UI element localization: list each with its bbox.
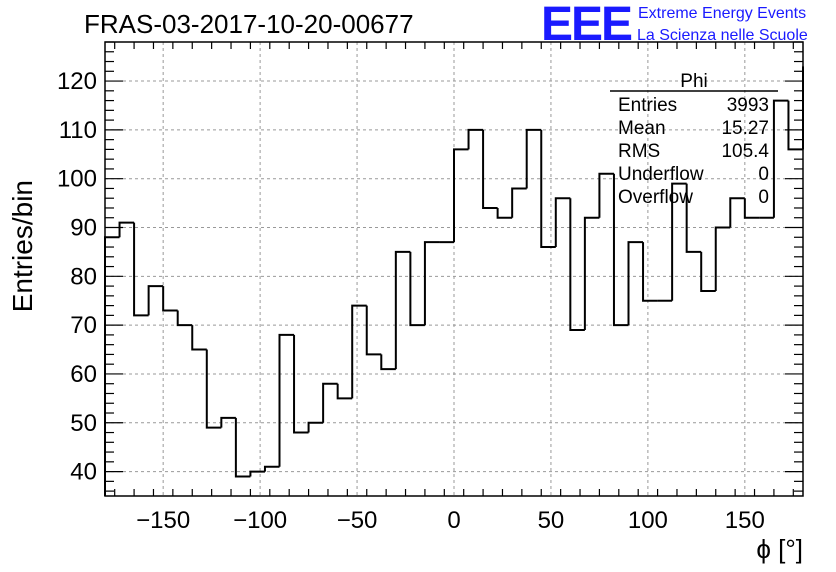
histogram-bin: [220, 416, 236, 428]
axis-ticks: [105, 41, 803, 496]
histogram-bin: [671, 182, 687, 301]
eee-logo: EEE Extreme Energy Events La Scienza nel…: [541, 0, 808, 51]
histogram-bin: [598, 172, 614, 218]
histogram-bin: [162, 286, 178, 312]
stats-box: Phi Entries 3993 Mean 15.27 RMS 105.4 Underflo…: [610, 71, 778, 208]
y-tick-label: 50: [70, 410, 97, 437]
histogram-bin: [249, 470, 265, 477]
histogram-bin: [569, 198, 585, 332]
histogram-bin: [307, 421, 324, 433]
stats-row-value: 3993: [727, 95, 769, 116]
histogram-bin: [176, 310, 193, 327]
histogram-bin: [583, 216, 600, 331]
x-axis-label: ϕ [°]: [756, 534, 803, 564]
histogram-bin: [336, 383, 353, 400]
histogram-bin: [612, 173, 629, 327]
stats-row-label: Underflow: [618, 164, 704, 185]
y-axis-label: Entries/bin: [7, 180, 38, 312]
stats-row-label: RMS: [618, 141, 660, 162]
stats-rows: Entries 3993 Mean 15.27 RMS 105.4 Underflow 0 Ov…: [618, 95, 769, 208]
histogram-bin: [482, 129, 498, 209]
histogram-bars: [104, 66, 804, 496]
x-tick-label: 100: [628, 507, 668, 534]
histogram-bin: [467, 128, 484, 150]
histogram-bin: [351, 304, 367, 399]
y-tick-label: 120: [57, 68, 97, 95]
histogram-bin: [205, 349, 222, 429]
axis-tick-labels: −150 −100 −50 0 50 100 150 40 50 60 70 80 90 100 110 12…: [57, 68, 765, 534]
histogram-bin: [118, 221, 135, 238]
histogram-bin: [525, 128, 542, 189]
x-tick-label: −50: [337, 507, 378, 534]
histogram-bin: [409, 251, 425, 327]
x-tick-label: −150: [136, 507, 190, 534]
x-tick-label: −100: [233, 507, 287, 534]
histogram-bin: [263, 465, 280, 472]
histogram-bin: [627, 241, 644, 326]
stats-row-value: 0: [758, 164, 769, 185]
x-tick-label: 0: [447, 507, 460, 534]
y-tick-label: 60: [70, 361, 97, 388]
histogram-bin: [147, 285, 164, 316]
histogram-bin: [453, 148, 469, 243]
histogram-bin: [133, 222, 149, 317]
histogram-bin: [293, 334, 309, 434]
histogram-bin: [365, 305, 382, 356]
histogram-bin: [743, 198, 760, 219]
eee-logo-line1: Extreme Energy Events: [638, 5, 806, 22]
histogram-bin: [322, 382, 338, 423]
stats-row-label: Entries: [618, 95, 677, 116]
y-tick-label: 40: [70, 459, 97, 486]
chart-title: FRAS-03-2017-10-20-00677: [84, 9, 414, 39]
histogram-bin: [394, 250, 411, 370]
stats-row-label: Overflow: [618, 187, 693, 208]
stats-title: Phi: [680, 71, 707, 92]
y-tick-label: 70: [70, 312, 97, 339]
y-tick-label: 90: [70, 215, 97, 242]
plot-frame: [104, 41, 804, 497]
histogram-bin: [729, 197, 745, 228]
histogram-bin: [700, 251, 716, 292]
y-tick-label: 100: [57, 166, 97, 193]
histogram-bin: [642, 242, 658, 302]
histogram-bin: [511, 187, 527, 218]
y-tick-label: 110: [59, 117, 97, 144]
x-tick-label: 150: [725, 507, 765, 534]
x-tick-label: 50: [538, 507, 565, 534]
histogram-bin: [540, 129, 556, 249]
stats-row-value: 15.27: [721, 118, 769, 139]
stats-row-label: Mean: [618, 118, 666, 139]
histogram-bin: [380, 354, 396, 371]
histogram-bin: [685, 183, 702, 253]
stats-row-value: 0: [758, 187, 769, 208]
histogram-bin: [554, 197, 571, 248]
histogram-bin: [423, 241, 440, 326]
histogram-bin: [772, 99, 789, 218]
histogram-bin: [714, 226, 731, 291]
eee-logo-line2: La Scienza nelle Scuole: [637, 27, 808, 44]
histogram-bin: [191, 325, 207, 351]
stats-row-value: 105.4: [721, 141, 769, 162]
histogram-bin: [496, 207, 513, 219]
y-tick-label: 80: [70, 263, 97, 290]
histogram-bin: [234, 417, 251, 478]
histogram-bin: [278, 333, 295, 467]
